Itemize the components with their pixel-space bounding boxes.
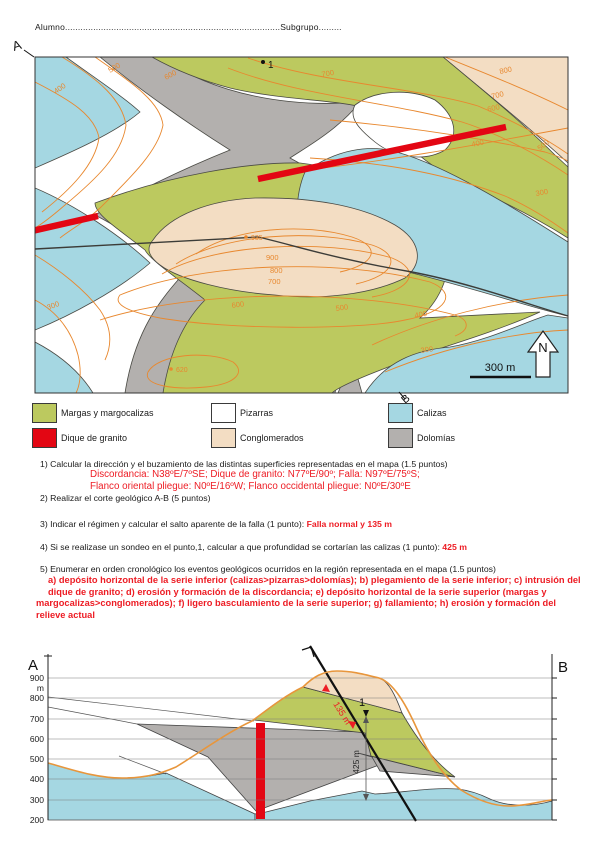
question-5: 5) Enumerar en orden cronológico los eve… bbox=[40, 564, 496, 574]
svg-text:300: 300 bbox=[420, 344, 434, 355]
section-label-b: B bbox=[558, 659, 568, 676]
contour-labels: 400 500 600 700 800 700 600 500 400 300 … bbox=[46, 61, 551, 355]
spot-heights: 1 935 620 bbox=[169, 60, 274, 374]
legend-swatch-dique bbox=[32, 428, 57, 448]
legend-item-dique: Dique de granito bbox=[32, 428, 127, 448]
svg-text:700: 700 bbox=[490, 89, 504, 101]
section-dike bbox=[256, 723, 265, 819]
point-1-label: 1 bbox=[268, 60, 274, 71]
answer-5-line1: a) depósito horizontal de la serie infer… bbox=[48, 575, 581, 585]
map-region-calizas-nw bbox=[35, 57, 141, 169]
legend-item-dolomias: Dolomías bbox=[388, 428, 455, 448]
ytick-600: 600 bbox=[30, 734, 44, 744]
scale-label: 300 m bbox=[485, 362, 516, 374]
svg-text:400: 400 bbox=[414, 309, 428, 320]
ytick-700: 700 bbox=[30, 714, 44, 724]
legend-label: Pizarras bbox=[240, 408, 274, 418]
answer-4: 425 m bbox=[442, 542, 467, 552]
legend-label: Conglomerados bbox=[240, 433, 304, 443]
elevation-gridlines bbox=[48, 677, 552, 821]
legend-swatch-conglomerados bbox=[211, 428, 236, 448]
spot-935-dot bbox=[244, 235, 248, 239]
answer-1-line1: Discordancia: N38ºE/7ºSE; Dique de grani… bbox=[90, 469, 420, 480]
legend-swatch-calizas bbox=[388, 403, 413, 423]
ytick-400: 400 bbox=[30, 774, 44, 784]
legend-swatch-dolomias bbox=[388, 428, 413, 448]
student-name-line: Alumno..................................… bbox=[35, 22, 342, 32]
ytick-800: 800 bbox=[30, 693, 44, 703]
contour-lines bbox=[35, 57, 568, 393]
geologic-map: 400 500 600 700 800 700 600 500 400 300 … bbox=[10, 40, 569, 405]
borehole-annotation: 1 425 m bbox=[351, 697, 369, 801]
spot-935-label: 935 bbox=[251, 235, 263, 242]
question-1: 1) Calcular la dirección y el buzamiento… bbox=[40, 459, 448, 469]
legend-item-calizas: Calizas bbox=[388, 403, 447, 423]
question-3-text: 3) Indicar el régimen y calcular el salt… bbox=[40, 519, 307, 529]
legend-item-pizarras: Pizarras bbox=[211, 403, 273, 423]
svg-text:700: 700 bbox=[268, 277, 281, 286]
legend-item-margas: Margas y margocalizas bbox=[32, 403, 154, 423]
cross-section: 135 m 1 425 m 900 m 800 bbox=[28, 645, 568, 825]
svg-text:900: 900 bbox=[266, 253, 279, 262]
question-2: 2) Realizar el corte geológico A-B (5 pu… bbox=[40, 493, 211, 503]
borehole-depth-label: 425 m bbox=[351, 750, 361, 774]
svg-text:A: A bbox=[10, 40, 23, 54]
map-region-calizas-se bbox=[364, 314, 568, 393]
section-label-a: A bbox=[28, 657, 38, 674]
legend-swatch-pizarras bbox=[211, 403, 236, 423]
section-fault bbox=[301, 645, 417, 822]
spot-620-label: 620 bbox=[176, 367, 188, 374]
legend-swatch-margas bbox=[32, 403, 57, 423]
section-calizas-right bbox=[254, 788, 553, 821]
legend-label: Dique de granito bbox=[61, 433, 128, 443]
answer-3: Falla normal y 135 m bbox=[306, 519, 393, 529]
answer-5-line2: dique de granito; d) erosión y formación… bbox=[48, 586, 547, 597]
north-arrow: N bbox=[526, 329, 560, 378]
answer-1-line2: Flanco oriental pliegue: N0ºE/16ºW; Flan… bbox=[90, 481, 411, 492]
map-region-conglomerados-center bbox=[148, 197, 418, 298]
map-frame bbox=[34, 56, 569, 394]
scale-bar: 300 m bbox=[470, 362, 531, 379]
svg-text:800: 800 bbox=[270, 266, 283, 275]
section-marker-a: A bbox=[10, 40, 35, 58]
borehole-point-label: 1 bbox=[359, 697, 365, 709]
legend-item-conglomerados: Conglomerados bbox=[211, 428, 304, 448]
question-4: 4) Si se realizase un sondeo en el punto… bbox=[40, 542, 467, 552]
fault-line-map bbox=[35, 236, 568, 317]
ytick-300: 300 bbox=[30, 795, 44, 805]
question-3: 3) Indicar el régimen y calcular el salt… bbox=[40, 519, 392, 529]
svg-text:500: 500 bbox=[335, 302, 349, 313]
section-axes: 900 m 800 700 600 500 400 300 200 A B bbox=[28, 654, 568, 825]
y-axis-unit: m bbox=[37, 683, 44, 693]
svg-text:600: 600 bbox=[231, 299, 245, 310]
svg-text:300: 300 bbox=[535, 187, 549, 198]
svg-text:600: 600 bbox=[486, 102, 500, 114]
question-4-text: 4) Si se realizase un sondeo en el punto… bbox=[40, 542, 443, 552]
svg-text:700: 700 bbox=[321, 68, 335, 79]
north-label: N bbox=[538, 340, 547, 355]
ytick-900: 900 bbox=[30, 673, 44, 683]
ytick-500: 500 bbox=[30, 754, 44, 764]
topographic-profile bbox=[47, 670, 553, 807]
svg-text:800: 800 bbox=[499, 65, 513, 76]
legend-label: Calizas bbox=[417, 408, 447, 418]
answer-5-line3: margocalizas>conglomerados); f) ligero b… bbox=[36, 598, 556, 608]
legend-label: Margas y margocalizas bbox=[61, 408, 154, 418]
ytick-200: 200 bbox=[30, 815, 44, 825]
spot-620-dot bbox=[169, 367, 173, 371]
point-1-dot bbox=[261, 60, 265, 64]
legend-label: Dolomías bbox=[417, 433, 456, 443]
answer-5-line4: relieve actual bbox=[36, 609, 95, 620]
dike-line bbox=[35, 123, 507, 234]
svg-text:400: 400 bbox=[471, 138, 485, 149]
svg-text:300: 300 bbox=[46, 299, 61, 312]
